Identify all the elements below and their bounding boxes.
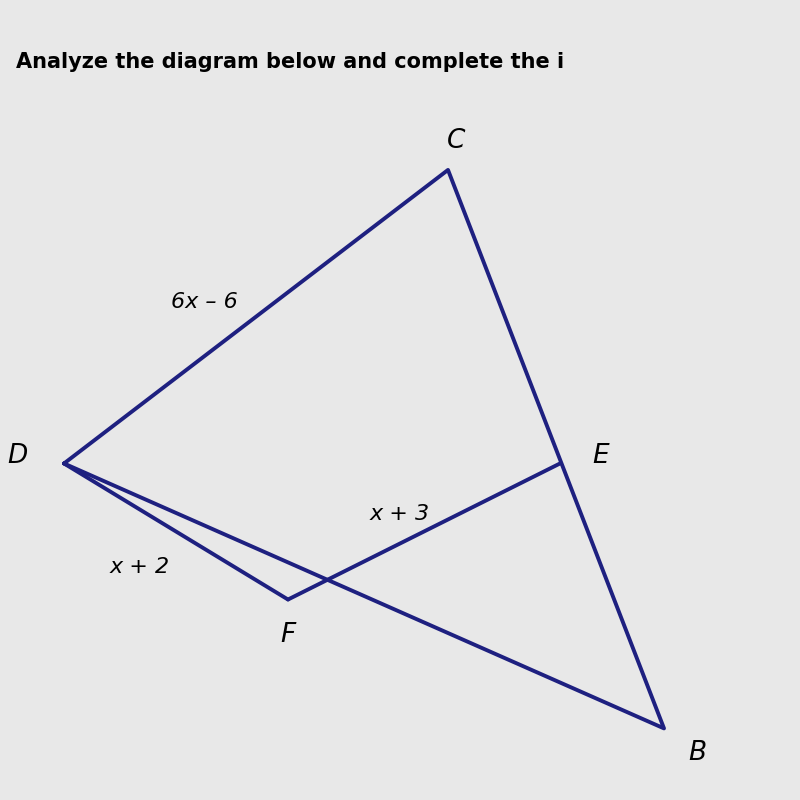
Text: x + 2: x + 2: [110, 558, 170, 578]
Text: B: B: [688, 741, 706, 766]
Text: 6x – 6: 6x – 6: [170, 292, 238, 312]
Text: Analyze the diagram below and complete the i: Analyze the diagram below and complete t…: [16, 53, 564, 72]
Text: E: E: [592, 443, 609, 470]
Text: x + 3: x + 3: [370, 504, 430, 523]
Text: F: F: [281, 622, 295, 648]
Text: D: D: [8, 443, 28, 470]
Text: C: C: [447, 128, 465, 154]
